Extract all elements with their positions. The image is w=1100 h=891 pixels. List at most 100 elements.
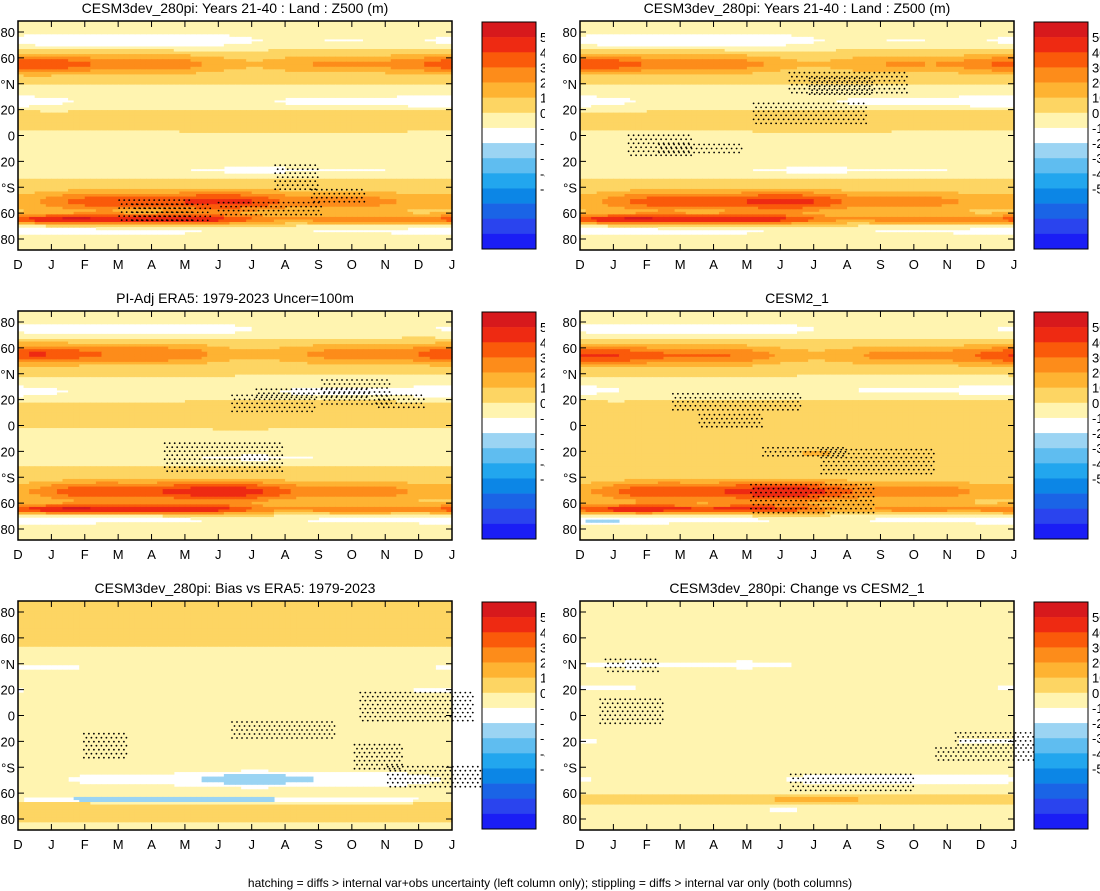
- field-cell: [246, 122, 253, 126]
- field-cell: [207, 26, 214, 30]
- field-cell: [107, 160, 114, 165]
- field-cell: [251, 181, 258, 185]
- field-cell: [290, 28, 297, 32]
- field-cell: [346, 194, 353, 198]
- field-cell: [118, 178, 125, 182]
- field-cell: [196, 120, 203, 124]
- field-cell: [151, 92, 158, 96]
- field-cell: [123, 74, 130, 78]
- field-cell: [329, 43, 336, 48]
- field-cell: [179, 166, 186, 170]
- field-cell: [190, 99, 197, 104]
- field-cell: [296, 46, 303, 50]
- field-cell: [190, 107, 197, 111]
- field-cell: [40, 104, 47, 109]
- field-cell: [190, 54, 197, 58]
- field-cell: [68, 194, 75, 198]
- field-cell: [346, 186, 353, 190]
- field-cell: [95, 104, 103, 109]
- field-cell: [157, 59, 164, 63]
- field-cell: [73, 153, 80, 157]
- field-cell: [340, 26, 347, 30]
- field-cell: [429, 79, 436, 83]
- field-cell: [446, 171, 453, 175]
- field-cell: [390, 163, 397, 167]
- field-cell: [429, 163, 436, 167]
- field-cell: [296, 89, 303, 93]
- field-cell: [112, 26, 119, 30]
- field-cell: [112, 28, 119, 32]
- field-cell: [162, 183, 169, 187]
- field-cell: [223, 104, 231, 109]
- field-cell: [23, 122, 30, 126]
- field-cell: [268, 110, 275, 114]
- field-cell: [262, 74, 269, 78]
- field-cell: [184, 166, 192, 170]
- field-cell: [340, 107, 347, 111]
- field-cell: [301, 79, 308, 83]
- field-cell: [390, 36, 397, 40]
- field-cell: [257, 48, 264, 53]
- field-cell: [134, 158, 142, 162]
- field-cell: [307, 125, 314, 129]
- field-cell: [23, 76, 30, 81]
- field-cell: [240, 74, 247, 78]
- field-cell: [396, 46, 403, 50]
- field-cell: [23, 181, 30, 185]
- field-cell: [162, 117, 169, 121]
- field-cell: [179, 82, 186, 86]
- field-cell: [79, 171, 86, 175]
- field-cell: [329, 76, 336, 81]
- field-cell: [168, 150, 175, 154]
- field-cell: [151, 26, 158, 30]
- field-cell: [179, 94, 186, 98]
- field-cell: [357, 61, 364, 65]
- field-cell: [446, 66, 453, 70]
- field-cell: [40, 46, 47, 50]
- field-cell: [301, 138, 308, 142]
- field-cell: [257, 188, 264, 193]
- field-cell: [129, 155, 136, 159]
- field-cell: [324, 178, 331, 182]
- field-cell: [218, 122, 225, 126]
- field-cell: [51, 76, 58, 81]
- field-cell: [162, 107, 169, 111]
- field-cell: [196, 48, 203, 53]
- field-cell: [162, 79, 169, 83]
- field-cell: [140, 160, 147, 165]
- field-cell: [418, 148, 425, 152]
- field-cell: [68, 120, 75, 124]
- field-cell: [285, 92, 292, 96]
- field-cell: [390, 153, 397, 157]
- field-cell: [207, 21, 214, 25]
- field-cell: [357, 120, 364, 124]
- field-cell: [129, 115, 136, 119]
- field-cell: [396, 89, 403, 93]
- field-cell: [268, 23, 275, 27]
- field-cell: [90, 71, 97, 76]
- field-cell: [257, 132, 264, 137]
- field-cell: [307, 59, 314, 63]
- field-cell: [262, 110, 269, 114]
- field-cell: [251, 36, 258, 40]
- field-cell: [279, 64, 286, 68]
- field-cell: [51, 150, 58, 154]
- field-cell: [145, 66, 153, 70]
- field-cell: [246, 82, 253, 86]
- field-cell: [357, 158, 364, 162]
- field-cell: [112, 112, 119, 116]
- field-cell: [95, 87, 103, 91]
- field-cell: [279, 92, 286, 96]
- field-cell: [329, 163, 336, 167]
- field-cell: [290, 115, 297, 119]
- field-cell: [396, 21, 403, 25]
- field-cell: [413, 153, 420, 157]
- field-cell: [335, 148, 342, 152]
- field-cell: [190, 51, 197, 55]
- field-cell: [90, 150, 97, 154]
- field-cell: [151, 178, 158, 182]
- field-cell: [340, 87, 347, 91]
- field-cell: [257, 71, 264, 76]
- field-cell: [273, 43, 281, 48]
- field-cell: [134, 140, 142, 144]
